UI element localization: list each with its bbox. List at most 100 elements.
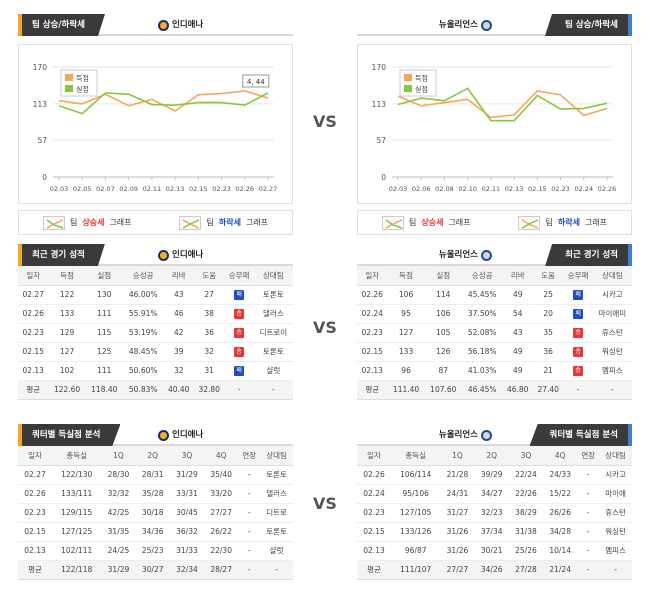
table-cell[interactable]: 시카고: [599, 465, 632, 485]
table-cell: 32.80: [193, 380, 225, 400]
table-cell: 46.80: [502, 380, 533, 400]
table-cell: 31/26: [440, 541, 475, 561]
table-cell[interactable]: -: [260, 560, 293, 580]
table-cell: 37.50%: [461, 304, 503, 324]
table-cell: 107.60: [424, 380, 462, 400]
left-trend-panel: 팀 상승/하락세 인디애나 0 57 113 170 02.03 02.05 02.07 02…: [18, 14, 293, 235]
table-cell: 122/118: [52, 560, 102, 580]
series-line-allowed: [58, 92, 269, 115]
team-name-right: 뉴올리언스: [439, 424, 492, 446]
quarter-col-header: 연장: [577, 446, 600, 466]
table-cell: 48.45%: [122, 342, 164, 362]
legend-down[interactable]: 팀 하락세 그래프: [518, 215, 607, 230]
table-cell[interactable]: -: [592, 380, 632, 400]
table-cell[interactable]: 댈러스: [253, 304, 293, 324]
table-cell[interactable]: 디트로이: [253, 323, 293, 343]
table-cell[interactable]: 시카고: [592, 285, 632, 305]
table-cell[interactable]: 휴스턴: [592, 323, 632, 343]
right-recent-panel: 최근 경기 성적 뉴올리언스 일자 득점 실점 승성공 리바 도움 승무패 상대팀 02.26 1…: [357, 244, 632, 400]
table-cell[interactable]: -: [253, 380, 293, 400]
table-cell: 평균: [357, 380, 388, 400]
table-cell: 패: [563, 285, 593, 305]
recent-col-header: 일자: [357, 266, 388, 286]
table-cell: 43: [502, 323, 533, 343]
table-cell[interactable]: 샬럿: [260, 541, 293, 561]
table-cell: 02.26: [18, 484, 53, 504]
table-cell: 32/34: [169, 560, 205, 580]
table-cell[interactable]: 토론토: [260, 465, 293, 485]
table-cell: 52.08%: [461, 323, 503, 343]
table-cell: 02.24: [357, 304, 388, 324]
table-cell: 111: [85, 304, 123, 324]
table-cell[interactable]: 마이애미: [592, 304, 632, 324]
table-cell: 31/33: [169, 541, 205, 561]
table-cell: 22/24: [508, 465, 544, 485]
table-cell: 54: [502, 304, 533, 324]
trend-section-tag: 팀 상승/하락세: [545, 14, 632, 36]
table-cell[interactable]: 토론토: [260, 522, 293, 542]
table-cell: 02.13: [18, 361, 49, 381]
table-cell[interactable]: -: [599, 560, 632, 580]
table-cell: 133/111: [52, 484, 102, 504]
y-tick-label: 57: [376, 136, 386, 145]
table-cell: 127: [387, 323, 425, 343]
table-cell: 130: [85, 285, 123, 305]
table-cell: 50.60%: [122, 361, 164, 381]
legend-label: 득점: [76, 75, 89, 83]
table-cell[interactable]: 마이애: [599, 484, 632, 504]
legend-up[interactable]: 팀 상승세 그래프: [42, 215, 132, 230]
table-row: 02.15 133/126 31/26 37/34 31/38 34/28- 워싱턴: [357, 522, 632, 542]
table-cell[interactable]: 휴스턴: [599, 503, 632, 523]
right-chart-svg: 0 57 113 170 02.03 02.06 02.08 02.10 02.11 02.13 0…: [372, 63, 617, 193]
table-cell: 30/45: [169, 503, 205, 523]
table-cell[interactable]: 멤피스: [592, 361, 632, 381]
table-cell: 31/38: [508, 522, 544, 542]
table-cell[interactable]: 토론토: [253, 342, 293, 362]
quarter-col-header: 4Q: [204, 446, 239, 466]
table-cell: 95/106: [391, 484, 441, 504]
loss-badge: 패: [573, 309, 584, 319]
quarter-col-header: 1Q: [440, 446, 475, 466]
table-cell[interactable]: 댈러스: [260, 484, 293, 504]
right-trend-panel: 팀 상승/하락세 뉴올리언스 0 57 113 170 02.03 02.06 02.08 0…: [357, 14, 632, 235]
x-tick-label: 02.23: [212, 185, 231, 193]
table-cell[interactable]: 샬럿: [253, 361, 293, 381]
legend-up[interactable]: 팀 상승세 그래프: [381, 215, 471, 230]
table-cell: 15/22: [543, 484, 578, 504]
left-trend-chart: 0 57 113 170 02.03 02.05 02.07 02.09 02.11 02.13 0…: [18, 44, 293, 204]
table-cell: 127/105: [391, 503, 441, 523]
table-cell: 21/24: [543, 560, 578, 580]
x-tick-label: 02.11: [482, 185, 501, 193]
table-cell[interactable]: 토론토: [253, 285, 293, 305]
table-cell[interactable]: 디트로: [260, 503, 293, 523]
x-tick-label: 02.11: [143, 185, 162, 193]
x-tick-label: 02.24: [574, 185, 593, 193]
recent-col-header: 일자: [18, 266, 49, 286]
quarter-col-header: 상대팀: [599, 446, 632, 466]
table-row: 02.23 127 105 52.08% 43 35 승 휴스턴: [357, 323, 632, 343]
table-cell: 승: [563, 361, 593, 381]
up-graph-icon: [42, 215, 65, 230]
table-cell: 38: [193, 304, 225, 324]
legend-down-word: 하락세: [557, 218, 580, 227]
legend-down[interactable]: 팀 하락세 그래프: [179, 215, 268, 230]
table-row: 02.26 133 111 55.91% 46 38 승 댈러스: [18, 304, 293, 324]
table-cell[interactable]: 멤피스: [599, 541, 632, 561]
table-cell: 111.40: [387, 380, 425, 400]
recent-col-header: 리바: [502, 266, 533, 286]
annotation-box: [242, 74, 270, 88]
team-label: 뉴올리언스: [438, 20, 478, 30]
table-cell: 평균: [357, 560, 392, 580]
table-cell[interactable]: 워싱턴: [592, 342, 632, 362]
table-cell[interactable]: 워싱턴: [599, 522, 632, 542]
x-tick-label: 02.06: [412, 185, 431, 193]
table-row: 02.27 122 130 46.00% 43 27 패 토론토: [18, 285, 293, 305]
table-cell: 31/26: [440, 522, 475, 542]
right-trend-header: 팀 상승/하락세 뉴올리언스: [357, 14, 632, 36]
table-row: 02.23 129/115 42/25 30/18 30/45 27/27- 디트로: [18, 503, 293, 523]
table-row: 02.13 102/111 24/25 25/23 31/33 22/30- 샬럿: [18, 541, 293, 561]
quarter-col-header: 3Q: [169, 446, 205, 466]
table-cell: 39/29: [474, 465, 509, 485]
table-cell: -: [238, 560, 261, 580]
series-line-allowed: [397, 87, 608, 122]
